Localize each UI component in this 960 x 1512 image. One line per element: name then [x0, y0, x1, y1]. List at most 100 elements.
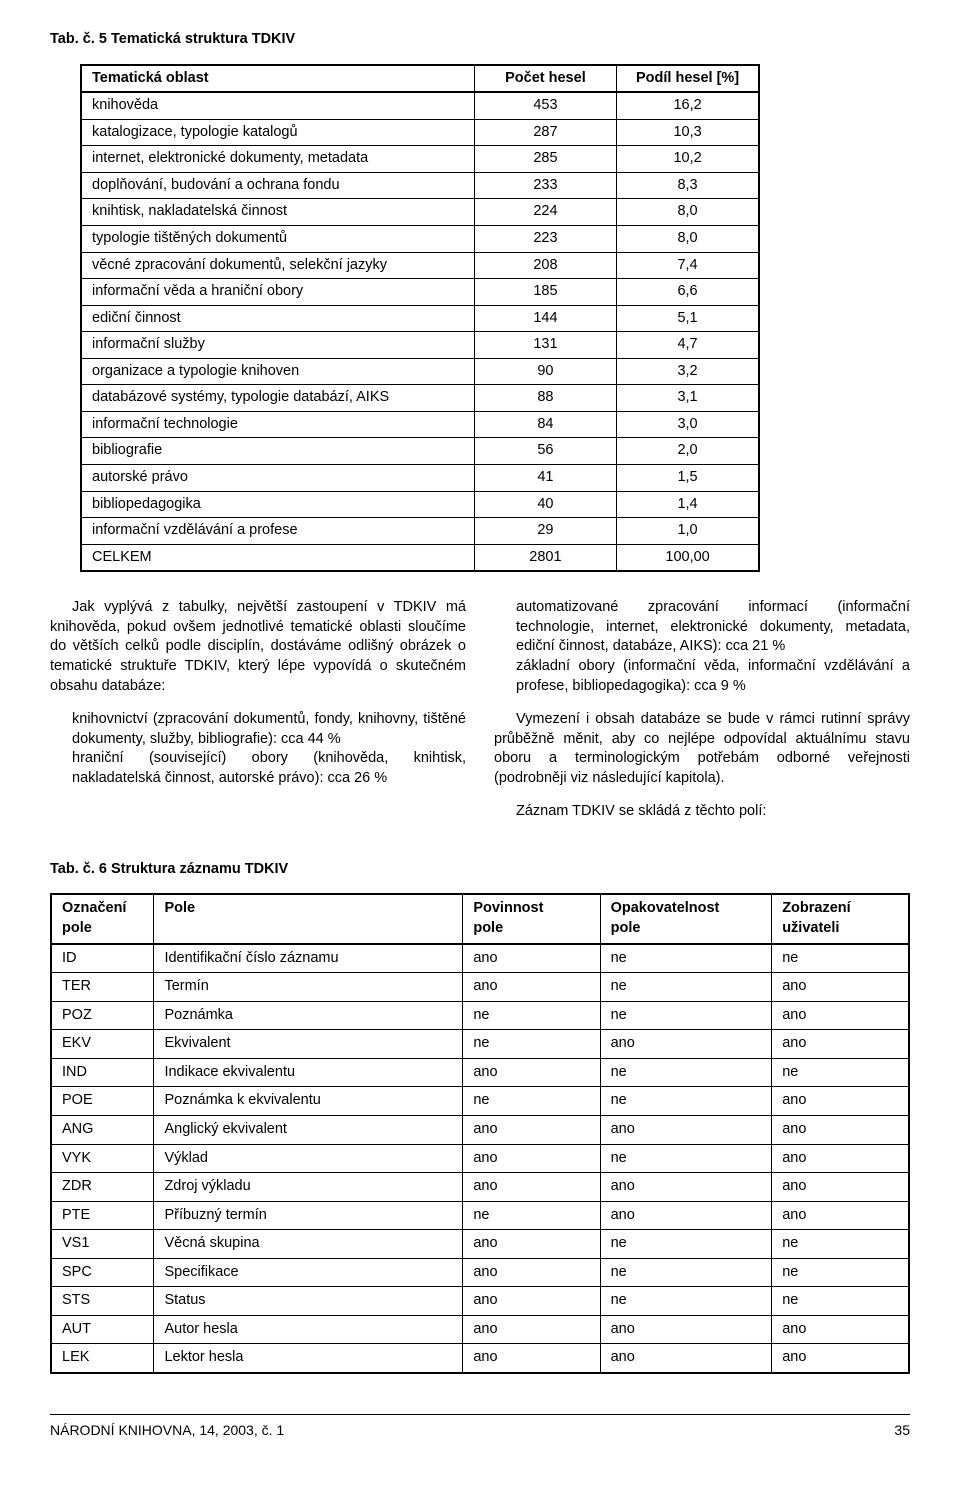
table-row: katalogizace, typologie katalogů28710,3 — [81, 119, 759, 146]
t6-cell: ano — [463, 1173, 600, 1202]
t5-cell-subject: věcné zpracování dokumentů, selekční jaz… — [81, 252, 474, 279]
t6-cell: ano — [772, 1344, 909, 1373]
t5-cell-share: 8,3 — [617, 172, 759, 199]
t5-cell-subject: doplňování, budování a ochrana fondu — [81, 172, 474, 199]
t5-cell-count: 2801 — [474, 544, 616, 571]
table-row: POEPoznámka k ekvivalentuneneano — [51, 1087, 909, 1116]
t5-cell-share: 8,0 — [617, 199, 759, 226]
t5-cell-count: 131 — [474, 332, 616, 359]
t6-cell: ano — [463, 1315, 600, 1344]
right-p2: Záznam TDKIV se skládá z těchto polí: — [494, 802, 910, 822]
t5-cell-subject: databázové systémy, typologie databází, … — [81, 385, 474, 412]
table-row: typologie tištěných dokumentů2238,0 — [81, 225, 759, 252]
left-l1: knihovnictví (zpracování dokumentů, fond… — [50, 710, 466, 749]
t6-cell: ano — [463, 944, 600, 973]
t6-cell: VS1 — [51, 1230, 154, 1259]
table-row: databázové systémy, typologie databází, … — [81, 385, 759, 412]
t6-cell: ZDR — [51, 1173, 154, 1202]
t5-cell-count: 144 — [474, 305, 616, 332]
table-row: PTEPříbuzný termínneanoano — [51, 1201, 909, 1230]
t6-cell: POE — [51, 1087, 154, 1116]
t5-cell-share: 10,2 — [617, 146, 759, 173]
t5-cell-count: 90 — [474, 358, 616, 385]
t5-cell-share: 1,5 — [617, 465, 759, 492]
t5-cell-share: 8,0 — [617, 225, 759, 252]
table-row: IDIdentifikační číslo záznamuanonene — [51, 944, 909, 973]
t5-cell-subject: typologie tištěných dokumentů — [81, 225, 474, 252]
t6-cell: AUT — [51, 1315, 154, 1344]
table5-header-share: Podíl hesel [%] — [617, 65, 759, 93]
right-column: automatizované zpracování informací (inf… — [494, 598, 910, 836]
table-row: informační věda a hraniční obory1856,6 — [81, 279, 759, 306]
t6-cell: POZ — [51, 1001, 154, 1030]
t6-cell: ne — [463, 1001, 600, 1030]
table-row: VS1Věcná skupinaanonene — [51, 1230, 909, 1259]
t6-cell: ano — [463, 1144, 600, 1173]
footer-page-number: 35 — [894, 1421, 910, 1440]
t5-cell-count: 56 — [474, 438, 616, 465]
t5-cell-count: 233 — [474, 172, 616, 199]
t6-h2: Pole — [154, 894, 463, 943]
table5-header-count: Počet hesel — [474, 65, 616, 93]
t6-cell: ne — [463, 1030, 600, 1059]
table-row: VYKVýkladanoneano — [51, 1144, 909, 1173]
table-row: knihtisk, nakladatelská činnost2248,0 — [81, 199, 759, 226]
t6-cell: ne — [600, 1058, 772, 1087]
t5-cell-count: 285 — [474, 146, 616, 173]
table-row: EKVEkvivalentneanoano — [51, 1030, 909, 1059]
right-p1: Vymezení i obsah databáze se bude v rámc… — [494, 710, 910, 788]
t6-cell: ano — [772, 1173, 909, 1202]
table-row: ediční činnost1445,1 — [81, 305, 759, 332]
table-row: ANGAnglický ekvivalentanoanoano — [51, 1115, 909, 1144]
t5-cell-count: 224 — [474, 199, 616, 226]
t6-h3: Povinnostpole — [463, 894, 600, 943]
t5-cell-share: 5,1 — [617, 305, 759, 332]
t5-cell-subject: informační technologie — [81, 411, 474, 438]
t6-cell: ano — [463, 1344, 600, 1373]
t6-cell: IND — [51, 1058, 154, 1087]
t6-cell: ano — [463, 1115, 600, 1144]
t6-cell: ano — [772, 1144, 909, 1173]
t6-cell: Termín — [154, 973, 463, 1002]
table5-title: Tab. č. 5 Tematická struktura TDKIV — [50, 30, 910, 50]
t6-cell: ne — [463, 1087, 600, 1116]
t6-cell: ano — [772, 1201, 909, 1230]
t5-cell-subject: knihověda — [81, 92, 474, 119]
t6-cell: SPC — [51, 1258, 154, 1287]
t5-cell-share: 6,6 — [617, 279, 759, 306]
t5-cell-count: 185 — [474, 279, 616, 306]
t6-cell: ID — [51, 944, 154, 973]
t6-cell: ANG — [51, 1115, 154, 1144]
t6-h5: Zobrazeníuživateli — [772, 894, 909, 943]
left-p1: Jak vyplývá z tabulky, největší zastoupe… — [50, 598, 466, 696]
table-row: ZDRZdroj výkladuanoanoano — [51, 1173, 909, 1202]
table-row: knihověda45316,2 — [81, 92, 759, 119]
footer-journal: NÁRODNÍ KNIHOVNA, 14, 2003, č. 1 — [50, 1421, 284, 1440]
t6-cell: ne — [600, 1230, 772, 1259]
right-l1: automatizované zpracování informací (inf… — [494, 598, 910, 657]
table-row: bibliografie562,0 — [81, 438, 759, 465]
t6-cell: TER — [51, 973, 154, 1002]
t6-cell: ne — [772, 1258, 909, 1287]
table5-header-row: Tematická oblast Počet hesel Podíl hesel… — [81, 65, 759, 93]
t6-cell: Identifikační číslo záznamu — [154, 944, 463, 973]
t5-cell-subject: knihtisk, nakladatelská činnost — [81, 199, 474, 226]
t5-cell-share: 3,0 — [617, 411, 759, 438]
t6-cell: EKV — [51, 1030, 154, 1059]
table-row: LEKLektor heslaanoanoano — [51, 1344, 909, 1373]
table-row: POZPoznámkaneneano — [51, 1001, 909, 1030]
t6-cell: ne — [600, 1001, 772, 1030]
t5-cell-subject: informační věda a hraniční obory — [81, 279, 474, 306]
table-row: informační technologie843,0 — [81, 411, 759, 438]
page-footer: NÁRODNÍ KNIHOVNA, 14, 2003, č. 1 35 — [50, 1414, 910, 1440]
t6-cell: Indikace ekvivalentu — [154, 1058, 463, 1087]
t5-cell-subject: informační vzdělávání a profese — [81, 518, 474, 545]
t5-cell-share: 100,00 — [617, 544, 759, 571]
t6-cell: ne — [772, 1287, 909, 1316]
t6-cell: Věcná skupina — [154, 1230, 463, 1259]
t6-cell: Status — [154, 1287, 463, 1316]
t6-cell: ano — [600, 1030, 772, 1059]
t6-cell: Lektor hesla — [154, 1344, 463, 1373]
t5-cell-count: 287 — [474, 119, 616, 146]
t5-cell-count: 41 — [474, 465, 616, 492]
